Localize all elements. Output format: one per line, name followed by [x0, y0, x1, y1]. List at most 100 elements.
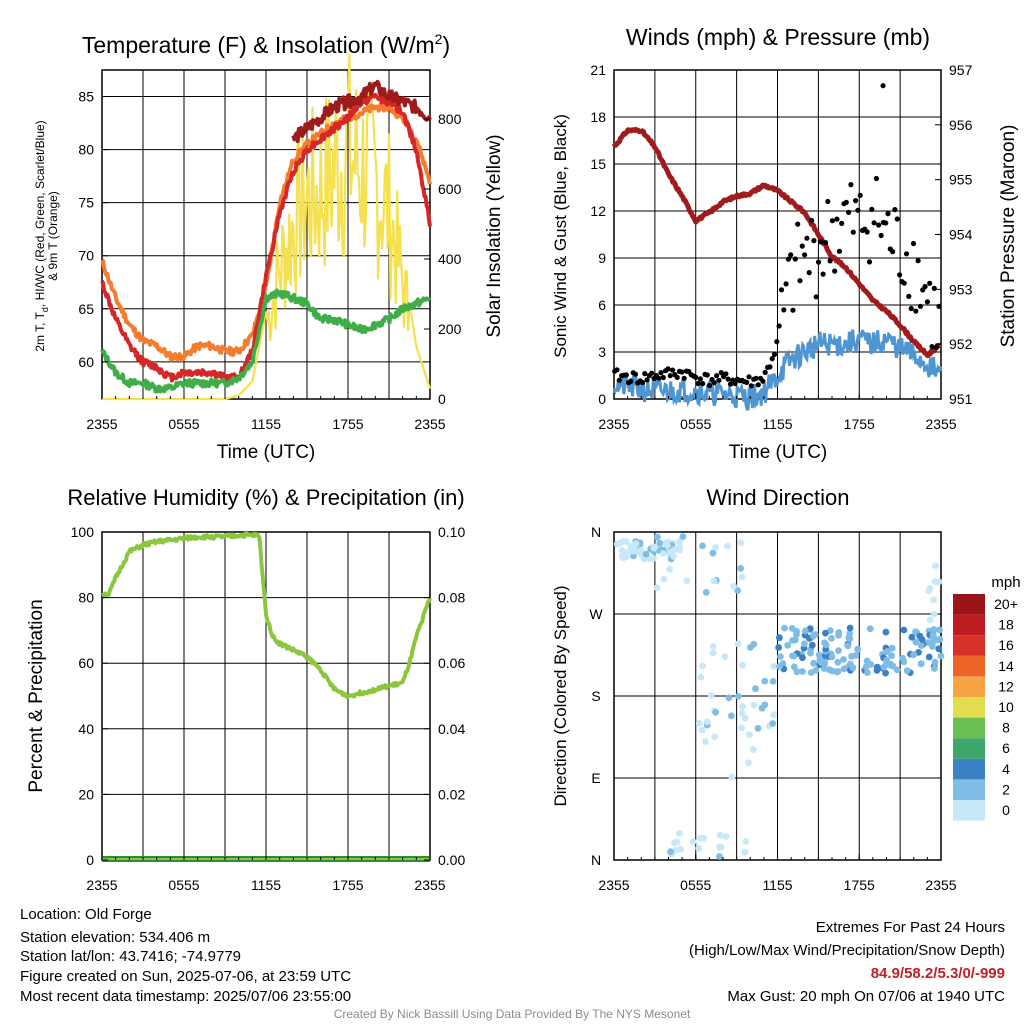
humidity-panel: 0 20 40 60 80 100 0.00 0.02 0.04 0.06 0.08 0.10 2355… — [26, 485, 465, 893]
wind-direction-points — [613, 533, 945, 860]
gust-point — [839, 220, 845, 226]
direction-point — [930, 610, 938, 618]
x-tick-label: 1755 — [332, 877, 363, 893]
gust-point — [892, 207, 898, 213]
gust-point — [917, 303, 924, 309]
direction-point — [698, 726, 706, 734]
insolation-ylabel-right: Solar Insolation (Yellow) — [484, 134, 505, 337]
direction-point — [747, 644, 754, 651]
y-right-tick-label: 0 — [438, 391, 446, 407]
direction-point — [750, 701, 758, 709]
gust-point — [910, 240, 917, 247]
direction-point — [659, 550, 667, 557]
colorbar-swatch — [953, 738, 985, 759]
direction-point — [828, 653, 836, 661]
x-tick-label: 2355 — [925, 416, 956, 432]
gust-point — [834, 216, 840, 222]
direction-point — [848, 652, 855, 660]
y-tick-label: 9 — [598, 250, 606, 266]
direction-point — [695, 844, 703, 852]
x-tick-label: 2355 — [86, 877, 117, 893]
direction-point — [663, 541, 671, 549]
direction-point — [908, 633, 916, 641]
direction-point — [752, 685, 759, 693]
direction-point — [739, 703, 746, 710]
gust-point — [628, 378, 634, 384]
direction-point — [770, 663, 778, 670]
gust-point — [813, 294, 819, 300]
gust-point — [934, 344, 940, 351]
gust-point — [639, 379, 646, 386]
humidity-ticks: 0 20 40 60 80 100 0.00 0.02 0.04 0.06 0.08 0.10 2355… — [71, 524, 466, 893]
colorbar-swatch — [953, 655, 985, 677]
gust-point — [924, 299, 931, 305]
direction-point — [934, 636, 942, 644]
info-elevation: Station elevation: 534.406 m — [20, 929, 211, 946]
x-tick-label: 2355 — [414, 416, 445, 432]
direction-point — [725, 694, 733, 702]
y-tick-label: W — [589, 606, 603, 622]
direction-point — [882, 669, 889, 677]
winds-title: Winds (mph) & Pressure (mb) — [626, 24, 930, 50]
gust-point — [658, 370, 664, 376]
gust-point — [665, 366, 671, 372]
colorbar-swatch — [953, 697, 985, 718]
direction-point — [697, 834, 705, 842]
extremes-subtitle: (High/Low/Max Wind/Precipitation/Snow De… — [689, 942, 1005, 959]
direction-point — [618, 552, 626, 560]
max-gust: Max Gust: 20 mph On 07/06 at 1940 UTC — [727, 988, 1005, 1005]
direction-point — [618, 547, 626, 554]
gust-point — [848, 182, 854, 188]
y-tick-label: 0 — [86, 852, 94, 868]
direction-point — [712, 544, 719, 551]
gust-point — [755, 382, 761, 388]
x-tick-label: 2355 — [598, 877, 629, 893]
gust-point — [827, 258, 833, 264]
direction-point — [734, 693, 742, 700]
direction-point — [883, 656, 891, 664]
gust-point — [723, 371, 729, 377]
gust-point — [853, 198, 859, 204]
direction-point — [802, 627, 809, 635]
colorbar-label: 4 — [1002, 761, 1010, 777]
direction-point — [712, 709, 719, 716]
direction-point — [880, 663, 888, 671]
y-tick-label: 21 — [590, 62, 606, 78]
direction-point — [737, 565, 745, 572]
dewpoint-line — [100, 288, 432, 394]
y-right-tick-label: 956 — [949, 117, 973, 133]
gust-point — [776, 323, 782, 329]
gust-point — [748, 383, 754, 389]
wind-direction-ylabel: Direction (Colored By Speed) — [551, 585, 570, 806]
direction-point — [840, 656, 847, 663]
direction-point — [834, 668, 842, 675]
direction-point — [888, 652, 895, 660]
pressure-line — [611, 126, 943, 359]
y-tick-label: 0 — [598, 391, 606, 407]
gust-point — [674, 374, 680, 380]
gust-point — [806, 270, 812, 276]
colorbar-swatch — [953, 614, 985, 636]
direction-point — [884, 648, 891, 655]
direction-point — [926, 616, 934, 624]
extremes-title: Extremes For Past 24 Hours — [815, 919, 1005, 936]
gust-point — [864, 229, 870, 235]
pressure-ylabel-right: Station Pressure (Maroon) — [998, 125, 1019, 348]
direction-point — [739, 661, 746, 669]
direction-point — [730, 582, 737, 590]
direction-point — [916, 632, 924, 640]
y-tick-label: 100 — [71, 524, 95, 540]
direction-point — [675, 830, 683, 837]
direction-point — [699, 542, 706, 550]
gust-point — [878, 232, 884, 239]
gust-point — [785, 256, 792, 262]
direction-point — [889, 662, 897, 670]
direction-point — [656, 539, 664, 547]
gust-point — [769, 356, 775, 362]
gust-point — [753, 375, 759, 381]
direction-point — [709, 649, 717, 657]
gust-point — [804, 235, 810, 241]
gust-point — [707, 382, 713, 389]
direction-point — [710, 577, 718, 585]
y-tick-label: 15 — [590, 156, 606, 172]
